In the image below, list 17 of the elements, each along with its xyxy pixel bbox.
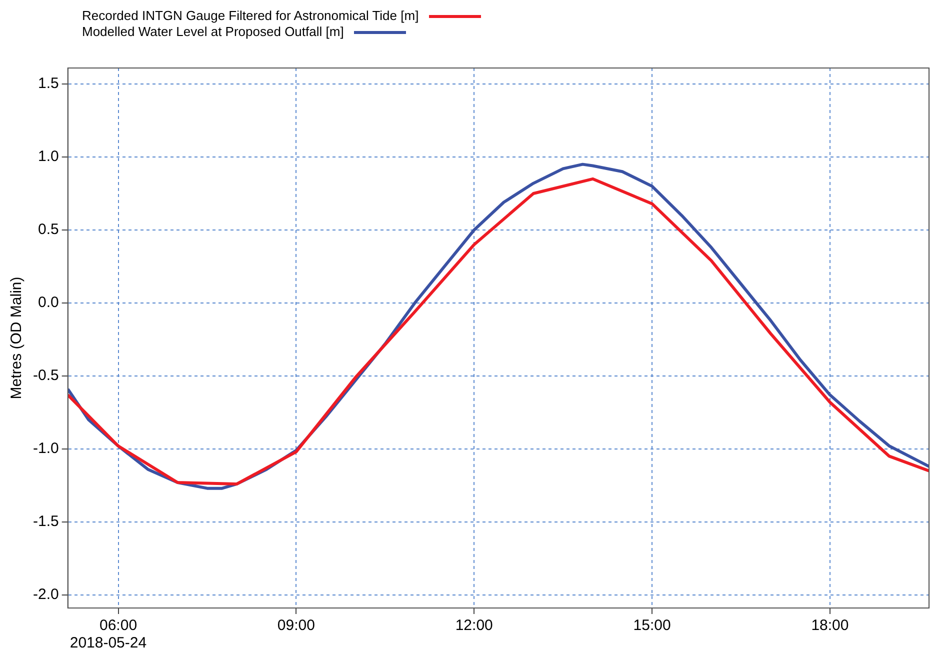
legend-label: Recorded INTGN Gauge Filtered for Astronomical Tide [m] — [82, 8, 419, 23]
x-tick-label: 09:00 — [277, 617, 315, 634]
y-tick-label: -1.0 — [32, 440, 59, 458]
x-tick-label: 15:00 — [633, 617, 671, 634]
y-tick-label: 1.0 — [38, 148, 59, 166]
y-axis-title: Metres (OD Malin) — [8, 276, 26, 400]
y-tick-label: 0.5 — [38, 221, 59, 238]
text: 2018-05-24 — [70, 634, 147, 652]
x-tick-label: 12:00 — [455, 617, 493, 634]
y-tick-label: -2.0 — [32, 586, 59, 604]
x-tick-label: 06:00 — [99, 617, 138, 634]
y-tick-label: 0.0 — [38, 294, 59, 312]
x-tick-label: 18:00 — [811, 617, 849, 634]
y-tick-label: -0.5 — [32, 367, 59, 384]
legend-label: Modelled Water Level at Proposed Outfall [m] — [82, 24, 344, 39]
y-tick-label: 1.5 — [38, 75, 59, 92]
y-tick-label: -1.5 — [32, 513, 59, 530]
